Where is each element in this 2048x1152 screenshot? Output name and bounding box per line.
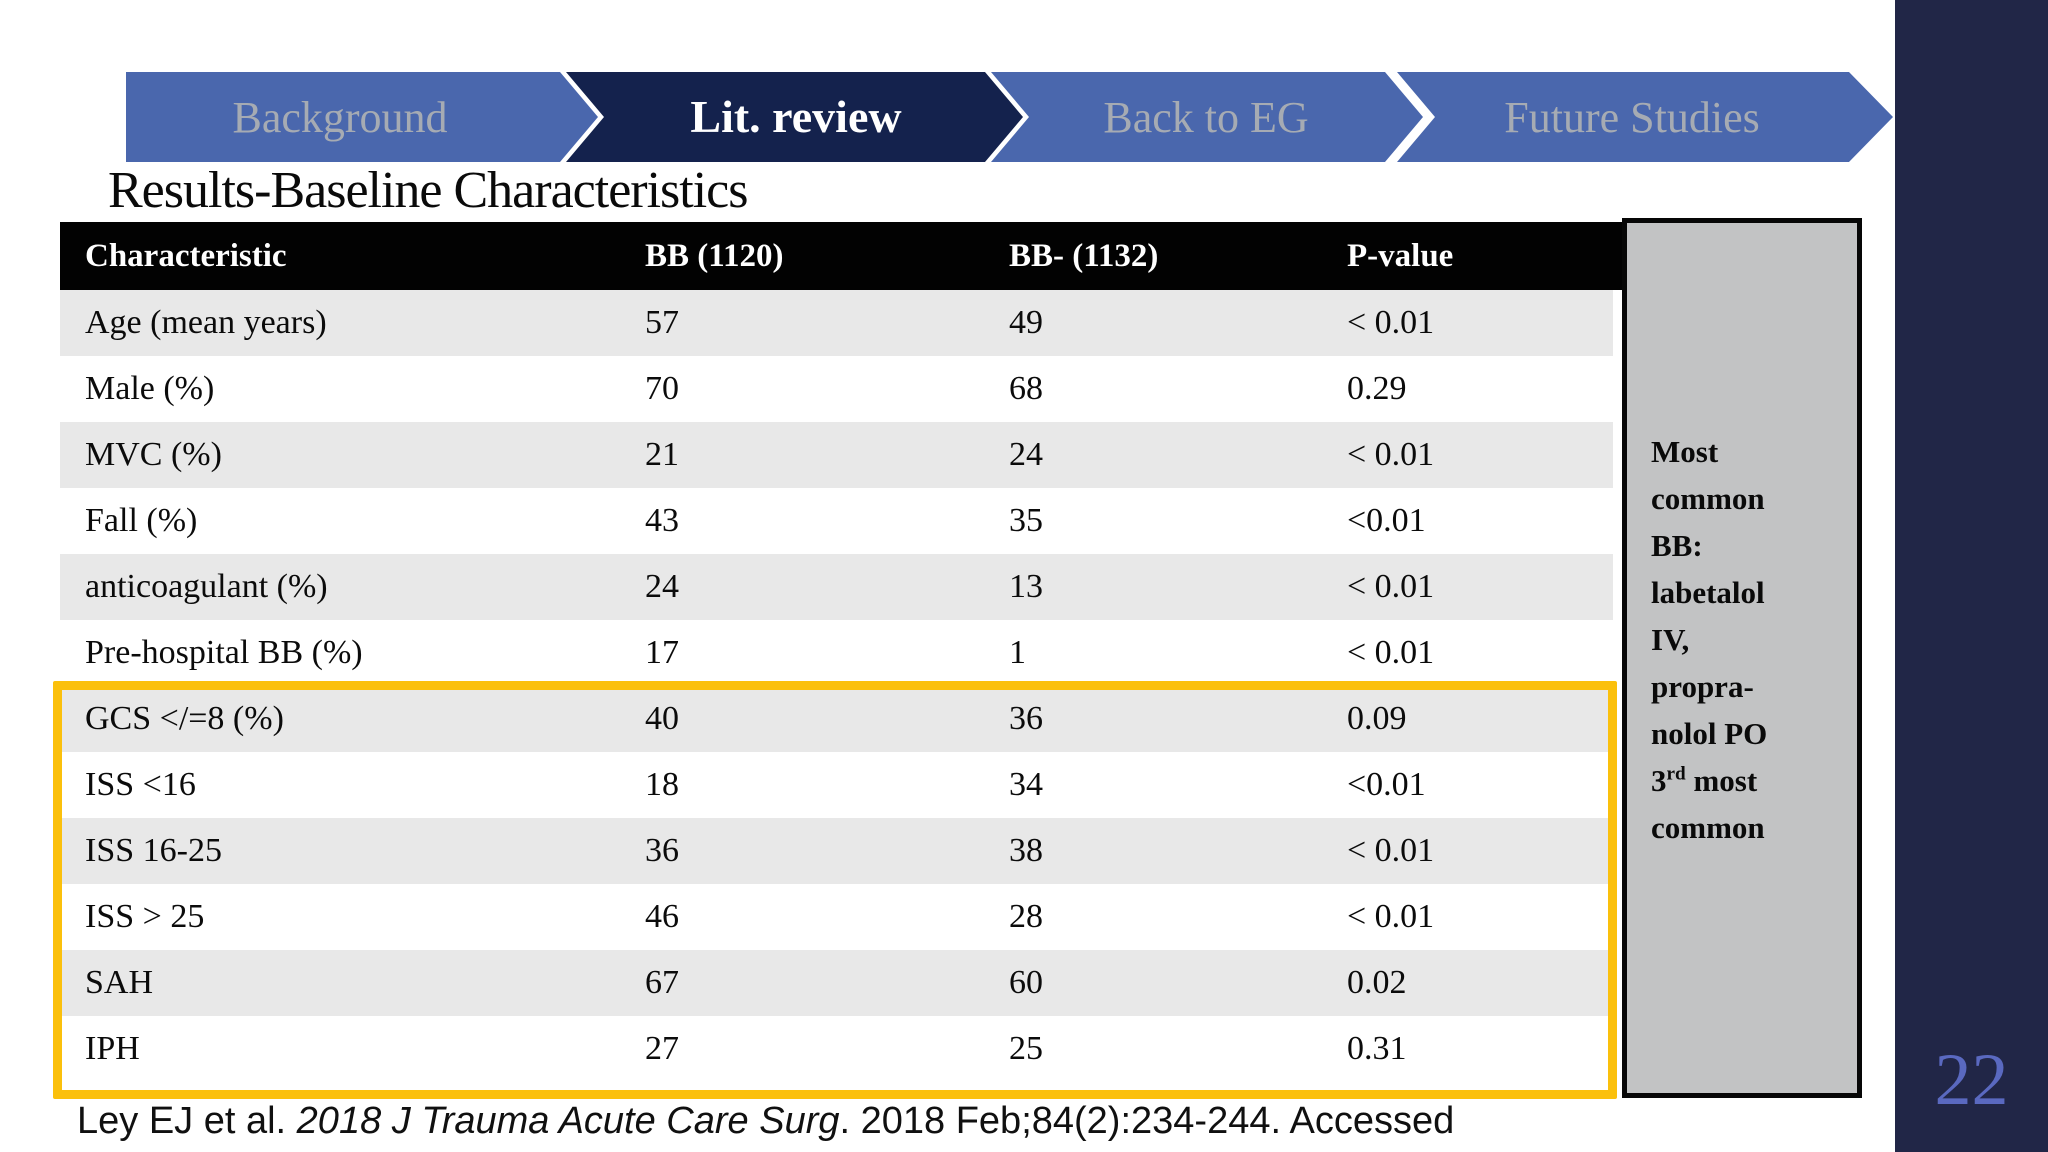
- sidebar-note: Most common BB: labetalol IV, propra- no…: [1651, 428, 1847, 851]
- table-row: Age (mean years) 57 49 < 0.01: [60, 290, 1613, 356]
- row-bb-value: 40: [645, 700, 679, 737]
- row-bb-value: 70: [645, 370, 679, 407]
- row-characteristic: MVC (%): [85, 436, 222, 473]
- row-bb-value: 67: [645, 964, 679, 1001]
- row-p-value: 0.09: [1347, 700, 1407, 737]
- table-row: GCS </=8 (%) 40 36 0.09: [60, 686, 1613, 752]
- row-bb-minus-value: 25: [1009, 1030, 1043, 1067]
- sidebar-note-text: Most common BB: labetalol IV, propra- no…: [1651, 434, 1768, 798]
- row-bb-value: 24: [645, 568, 679, 605]
- row-characteristic: ISS 16-25: [85, 832, 222, 869]
- table-row: MVC (%) 21 24 < 0.01: [60, 422, 1613, 488]
- row-bb-minus-value: 28: [1009, 898, 1043, 935]
- table-row: Fall (%) 43 35 <0.01: [60, 488, 1613, 554]
- row-characteristic: Pre-hospital BB (%): [85, 634, 363, 671]
- row-characteristic: ISS > 25: [85, 898, 205, 935]
- row-p-value: < 0.01: [1347, 832, 1435, 869]
- row-characteristic: IPH: [85, 1030, 140, 1067]
- row-characteristic: anticoagulant (%): [85, 568, 328, 605]
- table-row: ISS <16 18 34 <0.01: [60, 752, 1613, 818]
- row-p-value: <0.01: [1347, 502, 1426, 539]
- nav-tab-label[interactable]: Future Studies: [1504, 93, 1759, 142]
- sidebar-note-superscript: rd: [1666, 763, 1686, 785]
- column-header-bb-minus: BB- (1132): [1009, 237, 1159, 274]
- row-bb-minus-value: 34: [1009, 766, 1043, 803]
- row-characteristic: ISS <16: [85, 766, 196, 803]
- row-bb-minus-value: 24: [1009, 436, 1043, 473]
- row-bb-minus-value: 60: [1009, 964, 1043, 1001]
- nav-tab-lit-review[interactable]: Lit. review: [566, 72, 1023, 162]
- row-p-value: < 0.01: [1347, 634, 1435, 671]
- table-row: Male (%) 70 68 0.29: [60, 356, 1613, 422]
- table-row: anticoagulant (%) 24 13 < 0.01: [60, 554, 1613, 620]
- citation-journal: 2018 J Trauma Acute Care Surg: [296, 1100, 840, 1142]
- annotation-sidebar: Most common BB: labetalol IV, propra- no…: [1622, 218, 1862, 1098]
- row-p-value: < 0.01: [1347, 898, 1435, 935]
- row-bb-value: 21: [645, 436, 679, 473]
- table-header-row: Characteristic BB (1120) BB- (1132) P-va…: [60, 222, 1622, 290]
- sidebar-note-text: most common: [1651, 763, 1765, 845]
- nav-chevron-band: Background Lit. review Back to EG Future…: [126, 72, 1893, 162]
- baseline-characteristics-table: Characteristic BB (1120) BB- (1132) P-va…: [60, 222, 1622, 1082]
- row-bb-value: 57: [645, 304, 679, 341]
- row-p-value: < 0.01: [1347, 568, 1435, 605]
- row-bb-minus-value: 36: [1009, 700, 1043, 737]
- row-bb-value: 43: [645, 502, 679, 539]
- row-characteristic: GCS </=8 (%): [85, 700, 284, 737]
- nav-tab-background[interactable]: Background: [126, 72, 598, 162]
- row-bb-value: 36: [645, 832, 679, 869]
- citation-issue: . 2018 Feb;84(2):234-244. Accessed: [839, 1100, 1455, 1142]
- table-row: Pre-hospital BB (%) 17 1 < 0.01: [60, 620, 1613, 686]
- row-characteristic: SAH: [85, 964, 154, 1001]
- row-p-value: < 0.01: [1347, 436, 1435, 473]
- page-title: Results-Baseline Characteristics: [108, 162, 748, 219]
- nav-tab-back-to-eg[interactable]: Back to EG: [991, 72, 1423, 162]
- table-row: IPH 27 25 0.31: [60, 1016, 1613, 1082]
- table-row: ISS 16-25 36 38 < 0.01: [60, 818, 1613, 884]
- row-bb-value: 18: [645, 766, 679, 803]
- column-header-bb: BB (1120): [645, 237, 784, 274]
- nav-tab-label[interactable]: Back to EG: [1103, 93, 1308, 142]
- row-bb-value: 27: [645, 1030, 679, 1067]
- row-characteristic: Fall (%): [85, 502, 198, 539]
- table-body: Age (mean years) 57 49 < 0.01 Male (%) 7…: [60, 290, 1613, 1082]
- table-row: SAH 67 60 0.02: [60, 950, 1613, 1016]
- row-bb-value: 46: [645, 898, 679, 935]
- slide-number: 22: [1934, 1039, 2009, 1121]
- row-characteristic: Age (mean years): [85, 304, 327, 341]
- row-characteristic: Male (%): [85, 370, 215, 407]
- nav-tab-label[interactable]: Background: [232, 93, 447, 142]
- column-header-characteristic: Characteristic: [85, 237, 287, 274]
- row-bb-minus-value: 35: [1009, 502, 1043, 539]
- citation-authors: Ley EJ et al.: [77, 1100, 297, 1142]
- row-bb-minus-value: 38: [1009, 832, 1043, 869]
- row-bb-minus-value: 68: [1009, 370, 1043, 407]
- row-p-value: 0.02: [1347, 964, 1407, 1001]
- column-header-p-value: P-value: [1347, 237, 1454, 274]
- nav-tab-label[interactable]: Lit. review: [690, 91, 901, 142]
- table-row: ISS > 25 46 28 < 0.01: [60, 884, 1613, 950]
- row-bb-minus-value: 49: [1009, 304, 1043, 341]
- citation: Ley EJ et al. 2018 J Trauma Acute Care S…: [77, 1100, 1454, 1143]
- row-bb-minus-value: 1: [1009, 634, 1026, 671]
- row-p-value: <0.01: [1347, 766, 1426, 803]
- nav-tab-future-studies[interactable]: Future Studies: [1397, 72, 1893, 162]
- row-p-value: < 0.01: [1347, 304, 1435, 341]
- row-bb-value: 17: [645, 634, 679, 671]
- highlight-box: [53, 681, 1617, 1099]
- row-p-value: 0.29: [1347, 370, 1407, 407]
- row-bb-minus-value: 13: [1009, 568, 1043, 605]
- page-number-band: 22: [1895, 0, 2048, 1152]
- row-p-value: 0.31: [1347, 1030, 1407, 1067]
